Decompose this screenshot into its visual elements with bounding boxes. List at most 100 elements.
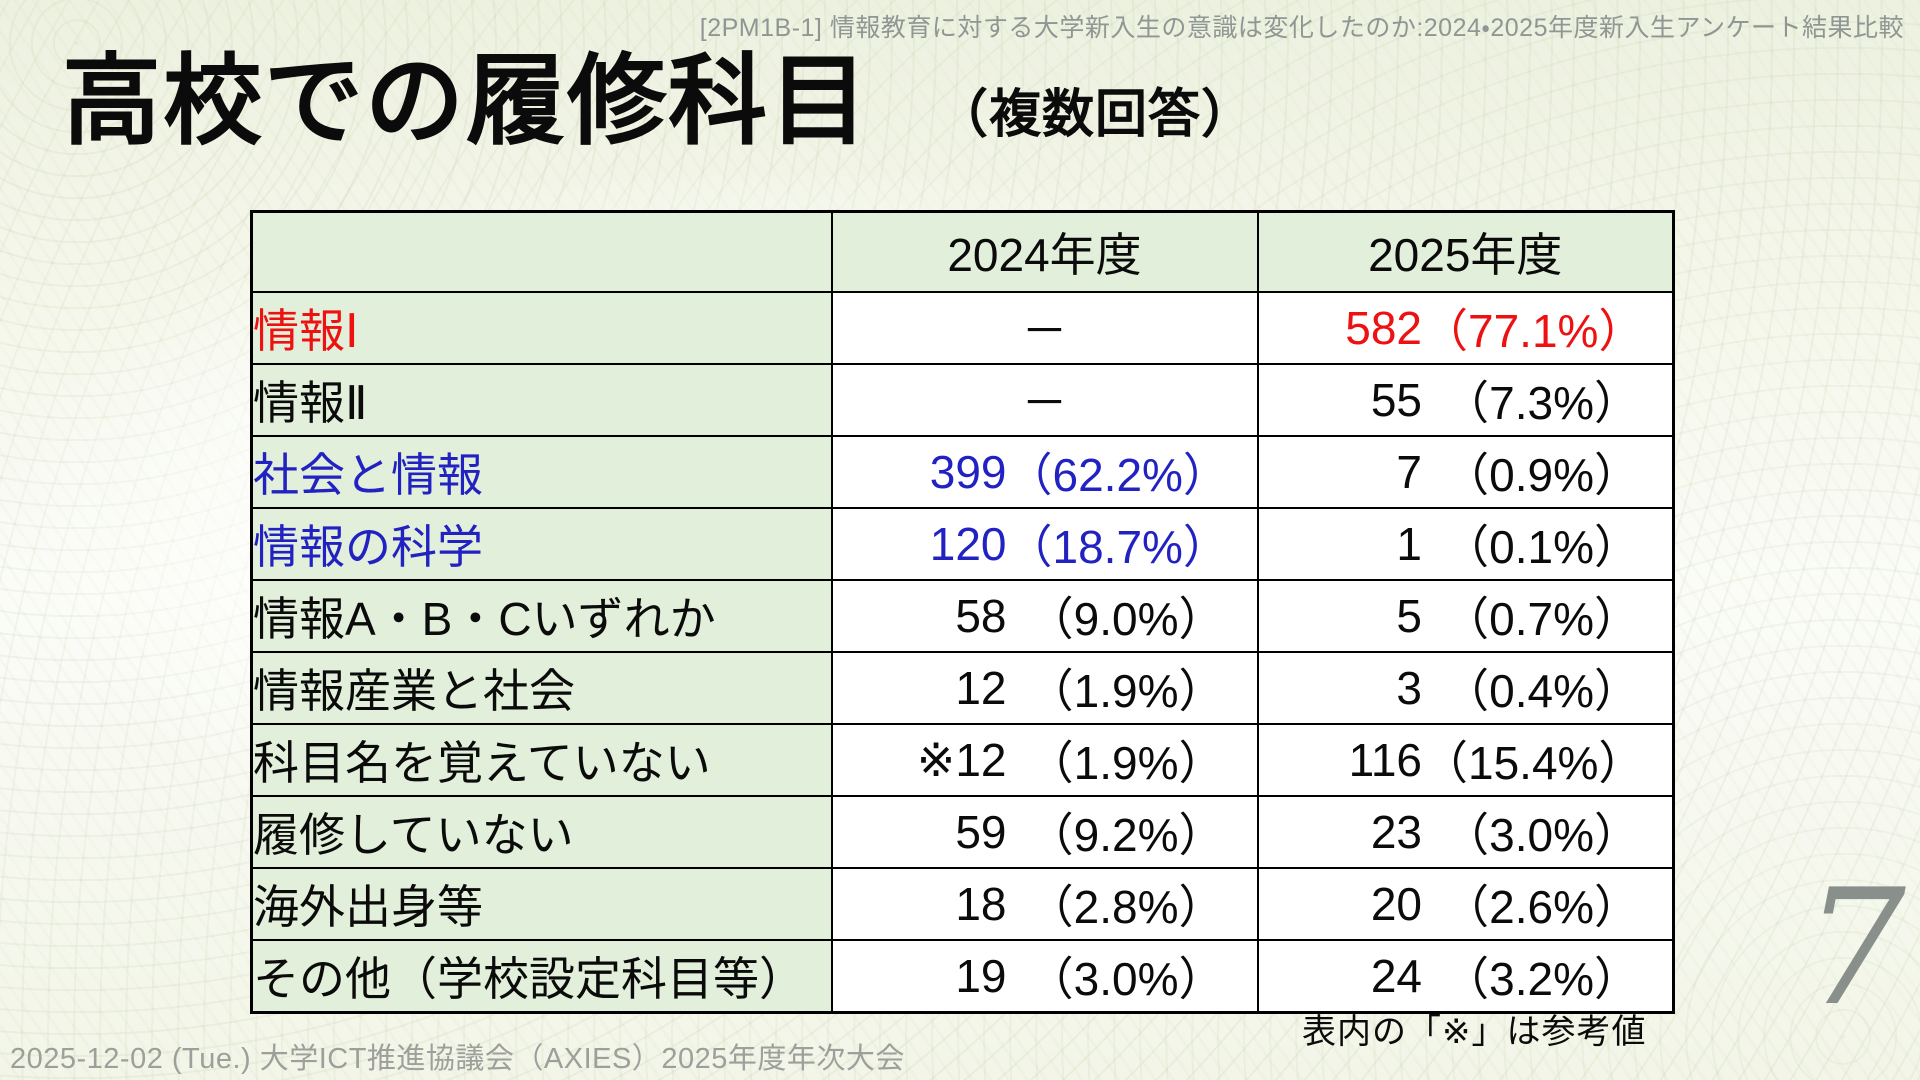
percent-value: （7.3%） xyxy=(1443,377,1640,429)
count-value: 399 xyxy=(929,446,1007,498)
percent-value: （0.7%） xyxy=(1443,593,1640,645)
row-label: 科目名を覚えていない xyxy=(250,723,833,797)
percent-value: （1.9%） xyxy=(1027,665,1225,717)
count-value: 59 xyxy=(955,806,1007,858)
value-cell-y2024: 399 （62.2%） xyxy=(830,435,1259,509)
value-cell-y2024: ※12 （1.9%） xyxy=(830,723,1259,797)
value-wrapper: 5 （0.7%） xyxy=(1260,583,1672,649)
value-wrapper: 1 （0.1%） xyxy=(1260,511,1672,577)
value-wrapper: 399 （62.2%） xyxy=(834,439,1256,505)
subject-table-body: 2024年度 2025年度 情報Ⅰ － 582 （77.1%） 情報Ⅱ － 55 （7.3%）… xyxy=(250,210,1675,1014)
value-cell-y2024: 18 （2.8%） xyxy=(830,867,1259,941)
value-wrapper: 18 （2.8%） xyxy=(834,871,1256,937)
value-cell-y2025: 55 （7.3%） xyxy=(1256,363,1675,437)
value-wrapper: 20 （2.6%） xyxy=(1260,871,1672,937)
value-cell-y2025: 3 （0.4%） xyxy=(1256,651,1675,725)
count-value: 1 xyxy=(1396,518,1422,570)
percent-value: （3.0%） xyxy=(1027,953,1225,1005)
table-row: 情報Ⅰ － 582 （77.1%） xyxy=(250,291,1675,365)
table-row: 科目名を覚えていない ※12 （1.9%） 116 （15.4%） xyxy=(250,723,1675,797)
value-cell-y2024: 12 （1.9%） xyxy=(830,651,1259,725)
count-value: 3 xyxy=(1396,662,1422,714)
table-row: 海外出身等 18 （2.8%） 20 （2.6%） xyxy=(250,867,1675,941)
row-label: 情報Ⅰ xyxy=(250,291,833,365)
row-label: 情報A・B・Cいずれか xyxy=(250,579,833,653)
percent-value: （0.9%） xyxy=(1443,449,1640,501)
count-value: ※12 xyxy=(916,734,1007,786)
value-wrapper: ※12 （1.9%） xyxy=(834,727,1256,793)
value-cell-y2024: 120 （18.7%） xyxy=(830,507,1259,581)
count-value: 7 xyxy=(1396,446,1422,498)
count-value: 23 xyxy=(1370,806,1422,858)
value-cell-y2024: － xyxy=(830,291,1259,365)
value-cell-y2025: 582 （77.1%） xyxy=(1256,291,1675,365)
count-value: 58 xyxy=(955,590,1007,642)
count-value: 116 xyxy=(1348,734,1422,786)
row-label: 海外出身等 xyxy=(250,867,833,941)
page-subtitle: （複数回答） xyxy=(936,85,1255,144)
row-label: 情報Ⅱ xyxy=(250,363,833,437)
footer-credit: 2025-12-02 (Tue.) 大学ICT推進協議会（AXIES）2025年… xyxy=(10,1043,905,1075)
no-data-dash: － xyxy=(1021,305,1068,357)
value-cell-y2025: 7 （0.9%） xyxy=(1256,435,1675,509)
value-wrapper: 59 （9.2%） xyxy=(834,799,1256,865)
percent-value: （1.9%） xyxy=(1027,737,1225,789)
value-wrapper: 582 （77.1%） xyxy=(1260,295,1672,361)
page-title: 高校での履修科目 xyxy=(62,45,870,156)
row-label: 履修していない xyxy=(250,795,833,869)
value-wrapper: 7 （0.9%） xyxy=(1260,439,1672,505)
value-cell-y2024: 59 （9.2%） xyxy=(830,795,1259,869)
table-row: 社会と情報 399 （62.2%） 7 （0.9%） xyxy=(250,435,1675,509)
percent-value: （3.2%） xyxy=(1443,953,1640,1005)
value-cell-y2025: 116 （15.4%） xyxy=(1256,723,1675,797)
table-row: 履修していない 59 （9.2%） 23 （3.0%） xyxy=(250,795,1675,869)
value-wrapper: 3 （0.4%） xyxy=(1260,655,1672,721)
value-cell-y2025: 24 （3.2%） xyxy=(1256,939,1675,1014)
header-cell-2024: 2024年度 xyxy=(830,210,1259,293)
table-header-row: 2024年度 2025年度 xyxy=(250,210,1675,293)
percent-value: （2.6%） xyxy=(1443,881,1640,933)
row-label: 情報の科学 xyxy=(250,507,833,581)
subject-table: 2024年度 2025年度 情報Ⅰ － 582 （77.1%） 情報Ⅱ － 55 （7.3%）… xyxy=(250,210,1675,1014)
value-wrapper: 116 （15.4%） xyxy=(1260,727,1672,793)
value-wrapper: 120 （18.7%） xyxy=(834,511,1256,577)
row-label: 情報産業と社会 xyxy=(250,651,833,725)
value-wrapper: 23 （3.0%） xyxy=(1260,799,1672,865)
count-value: 24 xyxy=(1370,950,1422,1002)
header-cell-2025: 2025年度 xyxy=(1256,210,1675,293)
value-wrapper: 19 （3.0%） xyxy=(834,943,1256,1009)
row-label: その他（学校設定科目等） xyxy=(250,939,833,1014)
value-cell-y2025: 20 （2.6%） xyxy=(1256,867,1675,941)
value-wrapper: 24 （3.2%） xyxy=(1260,943,1672,1009)
table-note: 表内の「※」は参考値 xyxy=(1302,1013,1647,1051)
page-number: 7 xyxy=(1804,854,1906,1041)
value-cell-y2024: 58 （9.0%） xyxy=(830,579,1259,653)
percent-value: （18.7%） xyxy=(1006,521,1229,573)
no-data-dash: － xyxy=(1021,377,1068,429)
value-cell-y2024: 19 （3.0%） xyxy=(830,939,1259,1014)
count-value: 55 xyxy=(1370,374,1422,426)
count-value: 20 xyxy=(1370,878,1422,930)
table-row: 情報の科学 120 （18.7%） 1 （0.1%） xyxy=(250,507,1675,581)
table-row: 情報A・B・Cいずれか 58 （9.0%） 5 （0.7%） xyxy=(250,579,1675,653)
value-cell-y2024: － xyxy=(830,363,1259,437)
percent-value: （77.1%） xyxy=(1422,305,1645,357)
count-value: 12 xyxy=(955,662,1007,714)
value-wrapper: 58 （9.0%） xyxy=(834,583,1256,649)
value-wrapper: 55 （7.3%） xyxy=(1260,367,1672,433)
table-row: 情報Ⅱ － 55 （7.3%） xyxy=(250,363,1675,437)
title-row: 高校での履修科目 （複数回答） xyxy=(62,42,1254,161)
header-cell-empty xyxy=(250,210,833,293)
percent-value: （0.1%） xyxy=(1443,521,1640,573)
percent-value: （2.8%） xyxy=(1027,881,1225,933)
percent-value: （15.4%） xyxy=(1422,737,1645,789)
percent-value: （0.4%） xyxy=(1443,665,1640,717)
value-cell-y2025: 23 （3.0%） xyxy=(1256,795,1675,869)
percent-value: （3.0%） xyxy=(1443,809,1640,861)
count-value: 582 xyxy=(1345,302,1422,354)
value-cell-y2025: 5 （0.7%） xyxy=(1256,579,1675,653)
table-row: 情報産業と社会 12 （1.9%） 3 （0.4%） xyxy=(250,651,1675,725)
row-label: 社会と情報 xyxy=(250,435,833,509)
count-value: 19 xyxy=(955,950,1007,1002)
